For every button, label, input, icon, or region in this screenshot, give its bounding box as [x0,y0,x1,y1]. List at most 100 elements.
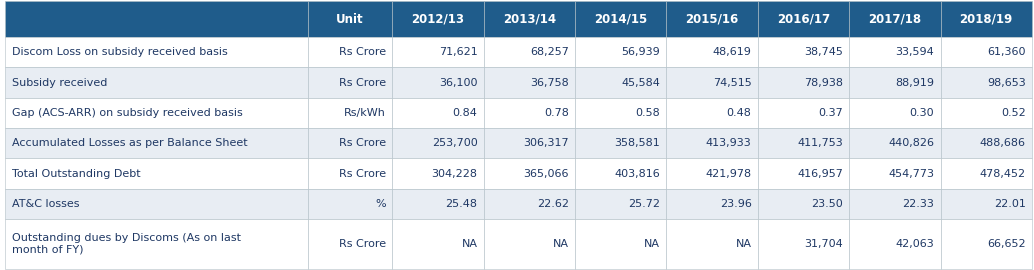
Bar [666,128,758,158]
Text: Gap (ACS-ARR) on subsidy received basis: Gap (ACS-ARR) on subsidy received basis [12,108,243,118]
Bar [5,128,308,158]
Bar [849,128,941,158]
Text: 2017/18: 2017/18 [869,13,921,26]
Bar [392,37,484,68]
Bar [392,68,484,98]
Text: 0.37: 0.37 [818,108,843,118]
Bar [5,98,308,128]
Bar [941,189,1032,219]
Bar [941,68,1032,98]
Bar [666,219,758,269]
Bar [758,158,849,189]
Text: 478,452: 478,452 [979,168,1026,178]
Text: 488,686: 488,686 [980,138,1026,148]
Bar [575,37,666,68]
Bar [5,37,308,68]
Text: 22.01: 22.01 [994,199,1026,209]
Text: Rs Crore: Rs Crore [339,47,386,57]
Bar [308,1,392,37]
Text: 78,938: 78,938 [804,78,843,88]
Bar [941,158,1032,189]
Text: 74,515: 74,515 [712,78,752,88]
Bar [758,128,849,158]
Bar [308,37,392,68]
Text: 88,919: 88,919 [895,78,935,88]
Text: Rs Crore: Rs Crore [339,168,386,178]
Bar [666,37,758,68]
Text: 2014/15: 2014/15 [595,13,647,26]
Text: 0.48: 0.48 [727,108,752,118]
Bar [666,68,758,98]
Bar [575,98,666,128]
Text: 2016/17: 2016/17 [777,13,830,26]
Bar [5,68,308,98]
Text: 31,704: 31,704 [804,239,843,249]
Bar [575,189,666,219]
Text: 45,584: 45,584 [621,78,660,88]
Text: 22.33: 22.33 [903,199,935,209]
Bar [849,98,941,128]
Bar [5,189,308,219]
Text: 411,753: 411,753 [797,138,843,148]
Bar [484,37,575,68]
Bar [666,98,758,128]
Bar [758,68,849,98]
Text: 23.50: 23.50 [812,199,843,209]
Bar [849,189,941,219]
Text: 66,652: 66,652 [987,239,1026,249]
Text: 421,978: 421,978 [705,168,752,178]
Bar [392,219,484,269]
Bar [575,68,666,98]
Bar [758,37,849,68]
Text: 0.78: 0.78 [544,108,569,118]
Text: 36,100: 36,100 [439,78,478,88]
Bar [575,128,666,158]
Bar [392,128,484,158]
Bar [941,128,1032,158]
Text: 68,257: 68,257 [530,47,569,57]
Text: 2015/16: 2015/16 [686,13,738,26]
Bar [849,68,941,98]
Text: 454,773: 454,773 [888,168,935,178]
Bar [308,189,392,219]
Bar [484,128,575,158]
Text: Rs/kWh: Rs/kWh [344,108,386,118]
Bar [849,1,941,37]
Bar [575,1,666,37]
Bar [392,98,484,128]
Text: Accumulated Losses as per Balance Sheet: Accumulated Losses as per Balance Sheet [12,138,248,148]
Text: 42,063: 42,063 [895,239,935,249]
Text: 253,700: 253,700 [431,138,478,148]
Text: 25.48: 25.48 [446,199,478,209]
Text: 38,745: 38,745 [804,47,843,57]
Bar [308,98,392,128]
Bar [484,98,575,128]
Text: 0.58: 0.58 [636,108,660,118]
Bar [484,1,575,37]
Bar [941,1,1032,37]
Text: NA: NA [735,239,752,249]
Text: 2012/13: 2012/13 [412,13,464,26]
Text: NA: NA [461,239,478,249]
Bar [758,1,849,37]
Text: 22.62: 22.62 [537,199,569,209]
Text: Rs Crore: Rs Crore [339,239,386,249]
Bar [941,219,1032,269]
Bar [308,68,392,98]
Bar [575,219,666,269]
Bar [392,1,484,37]
Text: 36,758: 36,758 [530,78,569,88]
Bar [575,158,666,189]
Bar [941,98,1032,128]
Text: 304,228: 304,228 [431,168,478,178]
Text: 71,621: 71,621 [438,47,478,57]
Text: 56,939: 56,939 [621,47,660,57]
Text: 98,653: 98,653 [987,78,1026,88]
Text: NA: NA [553,239,569,249]
Bar [484,68,575,98]
Bar [941,37,1032,68]
Text: 358,581: 358,581 [614,138,660,148]
Bar [5,219,308,269]
Bar [308,219,392,269]
Bar [666,189,758,219]
